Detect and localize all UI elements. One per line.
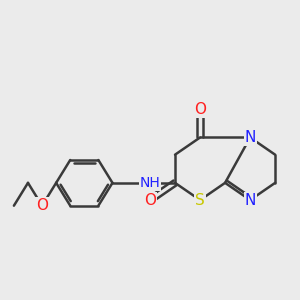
Text: O: O [194, 102, 206, 117]
Text: O: O [144, 193, 156, 208]
Text: N: N [244, 193, 256, 208]
Text: O: O [36, 198, 48, 213]
Text: N: N [244, 130, 256, 145]
Text: NH: NH [140, 176, 160, 190]
Text: S: S [195, 193, 205, 208]
